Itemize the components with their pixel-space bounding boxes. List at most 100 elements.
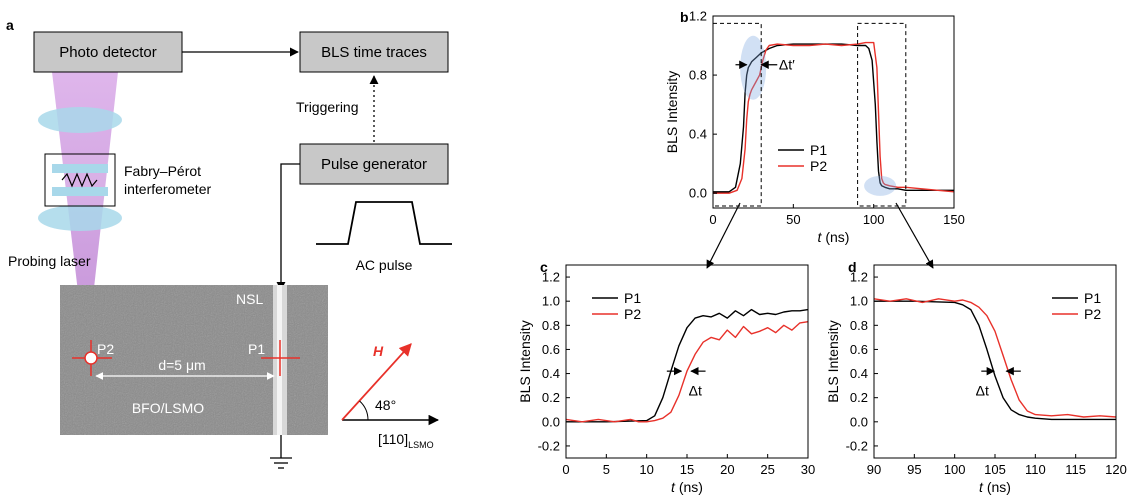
legend-label-p1: P1 xyxy=(1084,290,1101,306)
p1-marker xyxy=(261,340,300,376)
x-tick-label: 110 xyxy=(1025,462,1046,477)
panel-letter-a: a xyxy=(6,17,14,33)
fabry-perot-label-2: interferometer xyxy=(124,181,211,197)
y-axis-label: BLS Intensity xyxy=(664,71,680,154)
y-tick-label: 0.8 xyxy=(542,318,560,333)
y-axis-label: BLS Intensity xyxy=(517,320,533,403)
x-tick-label: 25 xyxy=(760,462,774,477)
bottom-lens xyxy=(38,205,122,231)
x-tick-label: 150 xyxy=(943,212,965,227)
panel-letter-c: c xyxy=(540,259,548,275)
x-tick-label: 15 xyxy=(680,462,694,477)
plot-frame xyxy=(565,264,809,459)
panel-d: d 90 95 100 105 110 115 120 -0.2 0.0 0.2 0.4 0.6 0.8 1… xyxy=(825,259,1127,495)
photo-detector-box xyxy=(33,31,183,73)
x-tick-label: 120 xyxy=(1105,462,1127,477)
ac-pulse-label: AC pulse xyxy=(356,257,413,273)
bfo-lsmo-label: BFO/LSMO xyxy=(132,400,204,416)
y-tick-label: 0.0 xyxy=(689,186,707,201)
zigzag-icon xyxy=(61,172,98,188)
y-tick-label: 0.0 xyxy=(850,414,868,429)
bls-time-traces-label: BLS time traces xyxy=(321,44,427,61)
y-tick-label: 0.6 xyxy=(542,342,560,357)
y-axis-label: BLS Intensity xyxy=(825,320,841,403)
angle-arc xyxy=(359,400,369,421)
h-field-arrow xyxy=(341,343,412,421)
x-tick-label: 100 xyxy=(863,212,885,227)
plot-frame xyxy=(873,264,1117,459)
x-axis-label: t (ns) xyxy=(818,229,850,245)
y-tick-label: 0.0 xyxy=(542,414,560,429)
x-tick-label: 0 xyxy=(709,212,716,227)
series-line-p2 xyxy=(565,321,809,423)
probing-laser-label: Probing laser xyxy=(8,253,91,269)
y-tick-label: 0.2 xyxy=(542,390,560,405)
zoom-box-rise xyxy=(712,22,762,207)
y-tick-label: -0.2 xyxy=(538,438,560,453)
ac-pulse-waveform xyxy=(316,201,452,245)
fabry-perot-label-1: Fabry–Pérot xyxy=(124,163,201,179)
pulse-wire xyxy=(276,163,300,291)
photo-detector-label: Photo detector xyxy=(59,44,157,61)
delta-t-label: Δt xyxy=(976,382,989,398)
nsl-label: NSL xyxy=(236,291,263,307)
panel-a: a Fabry–Pérot interferometer Photo detec… xyxy=(6,17,452,469)
y-tick-label: 0.6 xyxy=(850,342,868,357)
series-line-p2 xyxy=(873,298,1117,418)
y-tick-label: 1.2 xyxy=(850,270,868,285)
legend-label-p1: P1 xyxy=(624,290,641,306)
y-tick-label: 0.4 xyxy=(542,366,560,381)
y-tick-label: -0.2 xyxy=(846,438,868,453)
highlight-fall xyxy=(864,175,897,196)
direction-main: [110] xyxy=(378,431,408,447)
legend-label-p1: P1 xyxy=(810,142,827,158)
triggering-label: Triggering xyxy=(296,99,359,115)
series-line-p2 xyxy=(713,41,955,194)
x-tick-label: 105 xyxy=(984,462,1006,477)
panel-letter-d: d xyxy=(848,259,857,275)
panel-letter-b: b xyxy=(680,9,689,25)
direction-sub: LSMO xyxy=(408,440,434,450)
x-tick-label: 30 xyxy=(801,462,815,477)
zoom-arrow-d xyxy=(895,202,934,269)
ground-icon xyxy=(270,457,292,469)
x-tick-label: 50 xyxy=(786,212,800,227)
fabry-perot-interferometer xyxy=(44,153,116,207)
panel-b: b 0 50 100 150 0.0 0.4 0.8 1.2 t (ns) BLS Intensit… xyxy=(664,9,965,246)
pulse-generator-label: Pulse generator xyxy=(321,156,427,173)
angle-label: 48° xyxy=(375,397,396,413)
p2-marker xyxy=(72,340,112,376)
y-tick-label: 0.8 xyxy=(850,318,868,333)
zoom-arrow-c xyxy=(706,202,741,269)
series-line-p1 xyxy=(874,300,1116,421)
top-lens xyxy=(38,107,122,133)
p1-label: P1 xyxy=(248,341,265,357)
legend-label-p2: P2 xyxy=(1084,306,1101,322)
x-tick-label: 10 xyxy=(639,462,653,477)
x-tick-label: 95 xyxy=(907,462,921,477)
x-tick-label: 90 xyxy=(867,462,881,477)
x-tick-label: 0 xyxy=(562,462,569,477)
pulse-generator-box xyxy=(299,143,449,185)
delta-t-label: Δt xyxy=(689,382,702,398)
series-line-p1 xyxy=(566,308,809,423)
y-tick-label: 1.0 xyxy=(850,294,868,309)
legend-label-p2: P2 xyxy=(810,158,827,174)
y-tick-label: 0.4 xyxy=(850,366,868,381)
y-tick-label: 0.2 xyxy=(850,390,868,405)
y-tick-label: 1.2 xyxy=(689,9,707,24)
x-tick-label: 115 xyxy=(1065,462,1086,477)
zoom-box-fall xyxy=(857,22,907,207)
x-tick-label: 100 xyxy=(944,462,966,477)
y-tick-label: 1.2 xyxy=(542,270,560,285)
direction-label: [110]LSMO xyxy=(378,431,434,450)
bls-time-traces-box xyxy=(299,31,449,73)
legend-label-p2: P2 xyxy=(624,306,641,322)
y-tick-label: 0.8 xyxy=(689,68,707,83)
x-tick-label: 20 xyxy=(720,462,734,477)
y-tick-label: 0.4 xyxy=(689,127,707,142)
x-axis-label: t (ns) xyxy=(671,479,703,495)
h-label: H xyxy=(373,343,384,359)
y-tick-label: 1.0 xyxy=(542,294,560,309)
